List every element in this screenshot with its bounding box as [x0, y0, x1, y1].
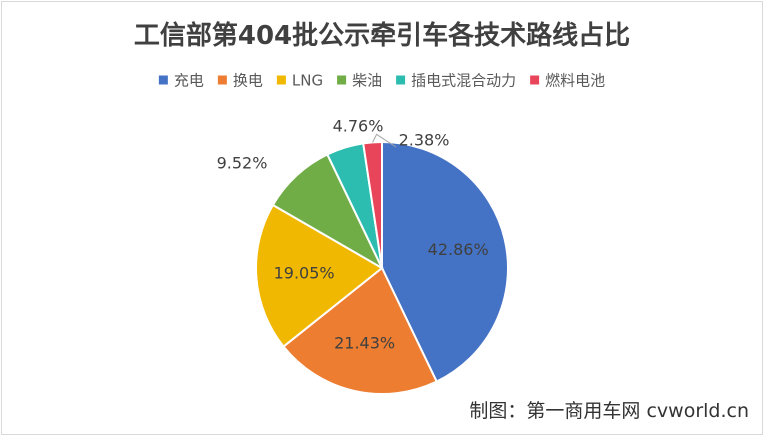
- legend-marker-4: [337, 75, 347, 85]
- data-labels: 42.86% 21.43% 19.05% 9.52% 4.76% 2.38%: [217, 117, 489, 353]
- legend-label-3: LNG: [292, 72, 323, 90]
- data-label-4: 9.52%: [217, 154, 268, 173]
- data-label-1: 42.86%: [428, 240, 489, 259]
- legend-marker-1: [158, 75, 168, 85]
- legend-marker-3: [276, 75, 286, 85]
- legend-label-6: 燃料电池: [545, 72, 605, 90]
- legend-label-4: 柴油: [352, 72, 382, 90]
- credit-text: 制图：第一商用车网 cvworld.cn: [469, 400, 749, 422]
- data-label-6: 2.38%: [399, 131, 450, 150]
- leader-line-6: [372, 133, 397, 148]
- legend-marker-6: [530, 75, 540, 85]
- pie-slice-3: [255, 203, 384, 348]
- legend-item-3: LNG: [276, 72, 323, 90]
- data-label-5: 4.76%: [333, 117, 384, 136]
- legend-marker-5: [396, 75, 406, 85]
- pie-slices: [255, 140, 509, 395]
- legend-item-4: 柴油: [337, 72, 382, 90]
- leader-lines: [372, 133, 397, 148]
- legend: 充电 换电 LNG 柴油 插电式混合动力 燃料电池: [158, 72, 605, 90]
- legend-label-1: 充电: [174, 72, 204, 90]
- legend-item-5: 插电式混合动力: [396, 72, 516, 90]
- pie-slice-1: [381, 140, 509, 383]
- legend-marker-2: [217, 75, 227, 85]
- legend-item-6: 燃料电池: [530, 72, 605, 90]
- legend-item-2: 换电: [217, 72, 263, 90]
- chart-title: 工信部第404批公示牵引车各技术路线占比: [134, 20, 630, 51]
- legend-item-1: 充电: [158, 72, 204, 90]
- data-label-3: 19.05%: [274, 263, 335, 282]
- pie-slice-2: [282, 266, 438, 395]
- legend-label-2: 换电: [233, 72, 263, 90]
- legend-label-5: 插电式混合动力: [411, 72, 516, 90]
- pie-slice-4: [271, 153, 385, 271]
- data-label-2: 21.43%: [334, 334, 395, 353]
